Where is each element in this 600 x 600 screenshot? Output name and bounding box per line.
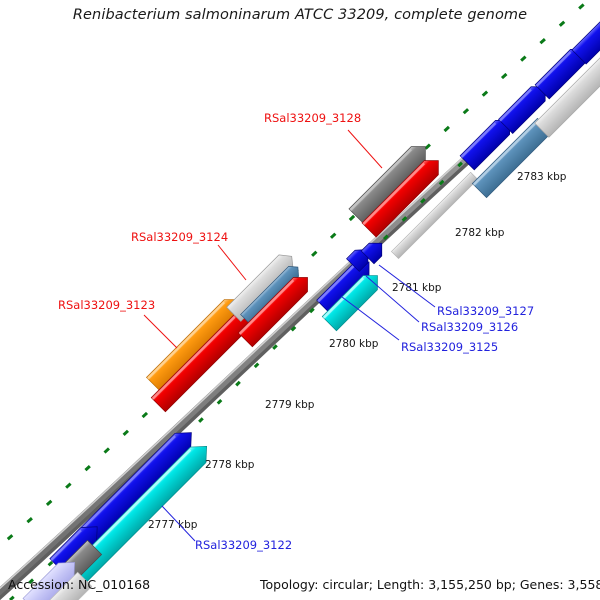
gene-arrow-3124-red[interactable] [237,270,314,348]
tick-label-2782: 2782 kbp [455,227,505,239]
gene-label-3124[interactable]: RSal33209_3124 [131,230,228,244]
leader-line-3127 [378,264,436,308]
leader-line-3128 [347,129,383,169]
gene-label-3123[interactable]: RSal33209_3123 [58,298,155,312]
gene-arrow-3128-red[interactable] [361,154,445,238]
gene-arrow-3127-blue[interactable] [360,237,388,265]
gene-arrow-ur-blue-4[interactable] [571,13,600,65]
tick-label-2778: 2778 kbp [205,459,255,471]
tick-label-2779: 2779 kbp [265,399,315,411]
leader-line-3122 [161,505,196,542]
gene-label-3128[interactable]: RSal33209_3128 [264,111,361,125]
page-title: Renibacterium salmoninarum ATCC 33209, c… [72,7,528,23]
gene-arrow-3128-gray[interactable] [348,140,432,224]
gene-label-3126[interactable]: RSal33209_3126 [421,320,518,334]
tick-label-2777: 2777 kbp [148,519,198,531]
gene-arrow-pale-blue[interactable] [22,555,82,600]
leader-line-3123 [143,314,178,349]
tick-label-2781: 2781 kbp [392,282,442,294]
tick-label-2783: 2783 kbp [517,171,567,183]
status-bar: Accession: NC_010168 Topology: circular;… [0,570,600,600]
gene-arrow-white-stub[interactable] [48,571,93,600]
gene-arrow-3124-lightgray[interactable] [226,249,299,322]
leader-line-3126 [365,275,420,323]
gene-label-3127[interactable]: RSal33209_3127 [437,304,534,318]
accession-label: Accession: NC_010168 [8,577,151,592]
genome-summary-label: Topology: circular; Length: 3,155,250 bp… [260,577,600,592]
leader-line-3124 [217,244,247,281]
gene-label-3125[interactable]: RSal33209_3125 [401,340,498,354]
gene-arrow-ur-lightgray[interactable] [534,51,600,138]
tick-label-2780: 2780 kbp [329,338,379,350]
leader-line-3125 [341,296,400,341]
gene-label-3122[interactable]: RSal33209_3122 [195,538,292,552]
